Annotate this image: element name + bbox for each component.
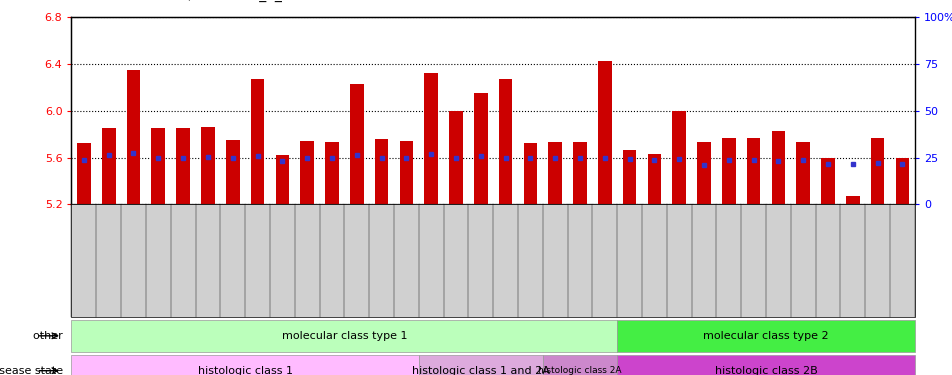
Bar	[424, 73, 438, 204]
Bar	[349, 84, 363, 204]
Text: histologic class 2B: histologic class 2B	[714, 366, 817, 375]
Bar	[771, 130, 784, 204]
Text: disease state: disease state	[0, 366, 67, 375]
Text: molecular class type 2: molecular class type 2	[703, 331, 828, 341]
Bar	[399, 141, 413, 204]
Bar	[647, 154, 661, 204]
Bar	[572, 142, 586, 204]
Bar	[498, 79, 512, 204]
Bar	[623, 150, 636, 204]
Bar	[201, 127, 214, 204]
Bar	[448, 111, 463, 204]
Bar	[77, 144, 90, 204]
Bar	[374, 139, 388, 204]
Text: GDS1344 / 1556777_a_at: GDS1344 / 1556777_a_at	[119, 0, 296, 2]
Bar	[176, 128, 189, 204]
Bar	[821, 158, 834, 204]
Bar	[722, 138, 735, 204]
Bar	[796, 142, 809, 204]
Bar	[325, 142, 338, 204]
Bar	[895, 158, 908, 204]
Bar	[473, 93, 487, 204]
Bar	[151, 128, 165, 204]
Bar	[746, 138, 760, 204]
Text: histologic class 1: histologic class 1	[197, 366, 292, 375]
Text: other: other	[33, 331, 67, 341]
Bar	[547, 142, 562, 204]
Bar	[845, 196, 859, 204]
Bar	[127, 70, 140, 204]
Bar	[250, 79, 264, 204]
Bar	[102, 128, 115, 204]
Bar	[870, 138, 883, 204]
Bar	[697, 142, 710, 204]
Text: histologic class 1 and 2A: histologic class 1 and 2A	[411, 366, 549, 375]
Text: molecular class type 1: molecular class type 1	[281, 331, 407, 341]
Bar	[597, 62, 611, 204]
Bar	[300, 141, 313, 204]
Text: histologic class 2A: histologic class 2A	[538, 366, 621, 375]
Bar	[226, 140, 239, 204]
Bar	[275, 155, 288, 204]
Bar	[672, 111, 685, 204]
Bar	[523, 144, 537, 204]
